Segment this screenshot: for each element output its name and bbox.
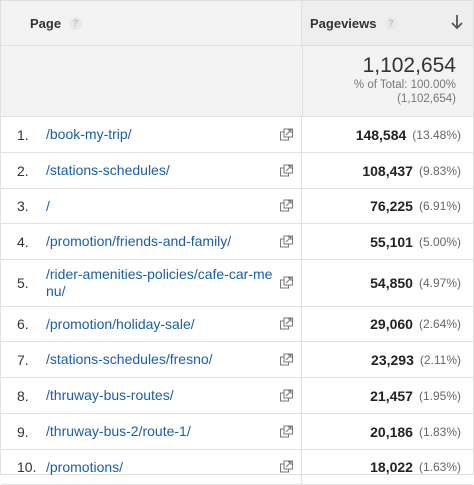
pageviews-cell: 55,101 (5.00%) [302,224,473,259]
page-link[interactable]: /thruway-bus-routes/ [46,387,174,403]
page-link[interactable]: / [46,197,50,214]
pageviews-cell: 29,060 (2.64%) [302,307,473,341]
page-link[interactable]: /rider-amenities-policies/cafe-car-menu/ [46,266,273,299]
table-row: 2. /stations-schedules/ 108,437 (9.83%) [1,153,473,189]
table-header: Page ? Pageviews ? [1,1,473,46]
total-pageviews-value: 1,102,654 [362,54,456,77]
page-column-header[interactable]: Page ? [1,1,302,45]
pageviews-percent: (9.83%) [418,163,461,178]
row-rank: 10. [17,459,37,475]
open-in-new-window-icon[interactable] [280,425,293,438]
page-link[interactable]: /book-my-trip/ [46,126,132,142]
pageviews-value: 18,022 [370,459,413,475]
pageviews-column-header[interactable]: Pageviews ? [302,1,473,45]
open-in-new-window-icon[interactable] [280,276,293,290]
pageviews-cell: 18,022 (1.63%) [302,450,473,484]
row-rank: 5. [17,275,29,291]
page-cell: 6. /promotion/holiday-sale/ [1,307,302,341]
pageviews-value: 29,060 [370,316,413,332]
open-in-new-window-icon[interactable] [280,128,293,141]
pageviews-percent: (1.63%) [418,460,461,474]
help-icon[interactable]: ? [69,16,83,30]
open-in-new-window-icon[interactable] [280,235,293,248]
pageviews-value: 21,457 [370,387,413,404]
page-link[interactable]: /stations-schedules/ [46,162,170,178]
row-rank: 3. [17,198,29,214]
pageviews-percent: (2.64%) [418,317,461,331]
row-rank: 7. [17,351,29,368]
page-cell: 9. /thruway-bus-2/route-1/ [1,414,302,449]
table-row: 8. /thruway-bus-routes/ 21,457 (1.95%) [1,378,473,414]
pageviews-percent: (5.00%) [418,234,461,249]
page-link[interactable]: /promotion/holiday-sale/ [46,315,195,332]
totals-row: 1,102,654 % of Total: 100.00% (1,102,654… [1,46,473,117]
pageviews-percent: (1.95%) [418,388,461,403]
table-row: 5. /rider-amenities-policies/cafe-car-me… [1,260,473,307]
open-in-new-window-icon[interactable] [280,460,293,474]
pageviews-value: 20,186 [370,423,413,440]
help-icon[interactable]: ? [384,16,398,30]
total-absolute-label: (1,102,654) [397,93,456,105]
table-row: 6. /promotion/holiday-sale/ 29,060 (2.64… [1,307,473,342]
open-in-new-window-icon[interactable] [280,317,293,331]
page-cell: 3. / [1,189,302,223]
pageviews-cell: 23,293 (2.11%) [302,342,473,377]
open-in-new-window-icon[interactable] [280,199,293,213]
table-row: 4. /promotion/friends-and-family/ 55,101… [1,224,473,260]
page-cell: 8. /thruway-bus-routes/ [1,378,302,413]
pageviews-cell: 76,225 (6.91%) [302,189,473,223]
page-cell: 1. /book-my-trip/ [1,117,302,152]
table-row: 9. /thruway-bus-2/route-1/ 20,186 (1.83%… [1,414,473,450]
table-row: 1. /book-my-trip/ 148,584 (13.48%) [1,117,473,153]
page-cell: 10. /promotions/ [1,450,302,484]
open-in-new-window-icon[interactable] [280,353,293,366]
arrow-down-icon[interactable] [450,13,464,31]
pageviews-cell: 108,437 (9.83%) [302,153,473,188]
pageviews-percent: (4.97%) [418,276,461,290]
pageviews-value: 76,225 [370,198,413,214]
pageviews-value: 108,437 [362,162,413,179]
pageviews-percent: (13.48%) [412,127,461,142]
row-rank: 8. [17,387,29,404]
page-cell: 7. /stations-schedules/fresno/ [1,342,302,377]
pageviews-value: 148,584 [355,126,407,143]
pageviews-percent: (6.91%) [418,199,461,213]
page-link[interactable]: /promotion/friends-and-family/ [46,233,232,249]
page-cell: 5. /rider-amenities-policies/cafe-car-me… [1,260,302,306]
row-rank: 9. [17,423,29,440]
table-row: 7. /stations-schedules/fresno/ 23,293 (2… [1,342,473,378]
totals-cell: 1,102,654 % of Total: 100.00% (1,102,654… [303,46,473,116]
pageviews-percent: (1.83%) [418,424,461,439]
pageviews-value: 54,850 [370,275,413,291]
pageviews-column-label: Pageviews [310,15,377,31]
open-in-new-window-icon[interactable] [280,389,293,402]
page-cell: 4. /promotion/friends-and-family/ [1,224,302,259]
pageviews-cell: 54,850 (4.97%) [302,260,473,306]
row-rank: 6. [17,316,29,332]
total-percent-label: % of Total: 100.00% [353,79,456,91]
row-rank: 4. [17,233,29,250]
open-in-new-window-icon[interactable] [280,164,293,177]
page-link[interactable]: /thruway-bus-2/route-1/ [46,423,191,439]
table-body: 1. /book-my-trip/ 148,584 (13.48%) 2. /s… [1,117,473,485]
pageviews-cell: 148,584 (13.48%) [302,117,473,152]
page-link[interactable]: /stations-schedules/fresno/ [46,351,213,367]
pageviews-cell: 20,186 (1.83%) [302,414,473,449]
totals-spacer [1,46,303,116]
table-row: 3. / 76,225 (6.91%) [1,189,473,224]
page-cell: 2. /stations-schedules/ [1,153,302,188]
row-rank: 2. [17,162,29,179]
pageviews-percent: (2.11%) [419,352,461,367]
page-column-label: Page [30,15,62,31]
row-rank: 1. [17,126,29,143]
pageviews-value: 55,101 [370,233,413,250]
pageviews-cell: 21,457 (1.95%) [302,378,473,413]
table-row: 10. /promotions/ 18,022 (1.63%) [1,450,473,485]
pageviews-value: 23,293 [371,351,414,368]
page-link[interactable]: /promotions/ [46,458,124,475]
